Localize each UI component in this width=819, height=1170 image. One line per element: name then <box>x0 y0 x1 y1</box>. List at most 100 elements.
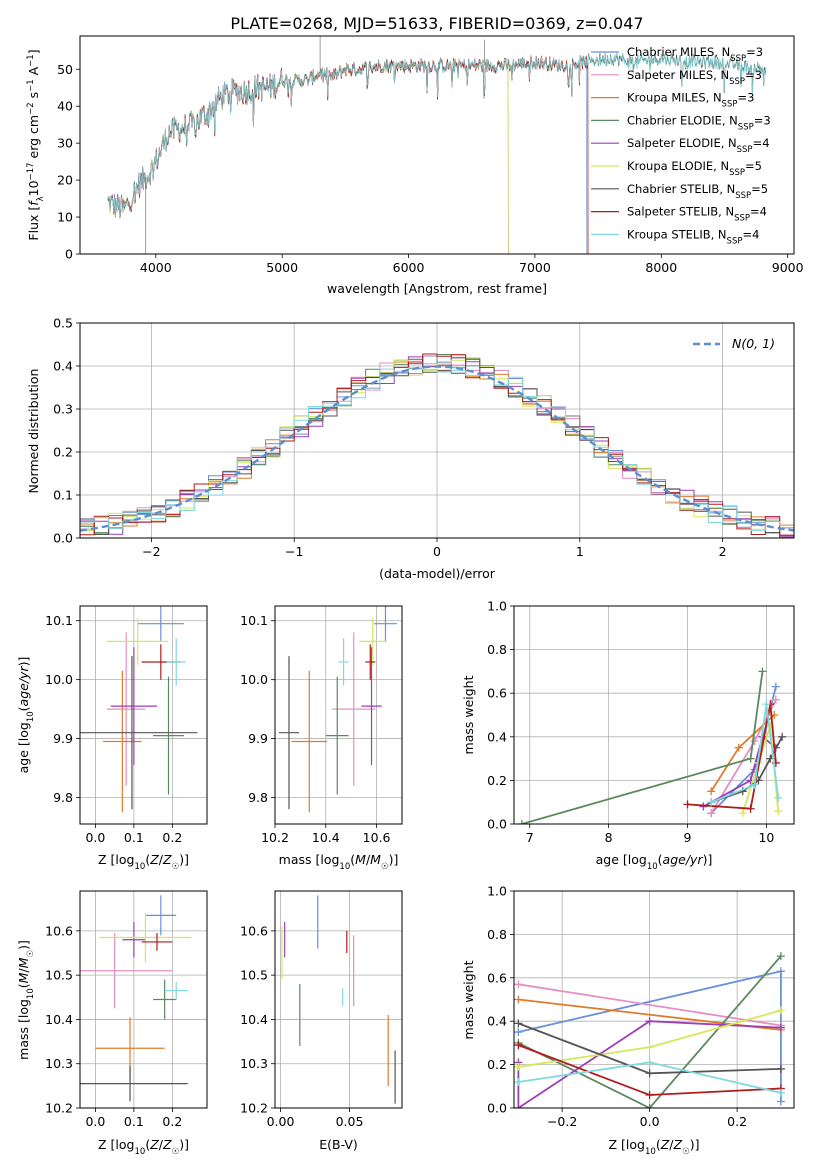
x-tick-label: 0.1 <box>124 830 144 845</box>
weight-marker <box>774 793 783 802</box>
spectrum-line <box>107 55 589 254</box>
y-tick-label: 0.5 <box>53 316 73 331</box>
legend-label: Salpeter MILES, NSSP=3 <box>627 68 762 87</box>
weight-marker <box>645 1017 654 1026</box>
legend: Chabrier MILES, NSSP=3 Salpeter MILES, NS… <box>591 45 771 246</box>
figure-title: PLATE=0268, MJD=51633, FIBERID=0369, z=0… <box>230 14 643 33</box>
x-tick-label: 7 <box>526 830 534 845</box>
axes-frame <box>274 890 403 1109</box>
weight-marker <box>517 820 526 824</box>
weight-marker <box>734 743 743 752</box>
y-tick-label: 10.5 <box>240 968 268 983</box>
weight-line <box>710 703 780 804</box>
weight-marker <box>514 1019 523 1028</box>
y-tick-label: 0.8 <box>487 642 507 657</box>
weight-marker <box>771 695 780 704</box>
x-tick-label: 8000 <box>645 260 677 275</box>
residual_histogram-panel: −2 −1 0 1 2 0.0 0.1 0.2 0.3 0.4 0.5 (data-model)/er… <box>26 316 795 581</box>
weight-marker <box>746 804 755 813</box>
spectrum-line <box>107 58 509 254</box>
legend-label: Kroupa ELODIE, NSSP=5 <box>627 159 762 178</box>
legend-label: Chabrier MILES, NSSP=3 <box>627 45 763 64</box>
x-axis-label: wavelength [Angstrom, rest frame] <box>327 281 547 296</box>
weight-marker <box>776 1023 785 1032</box>
x-tick-label: 10 <box>758 830 774 845</box>
axes-frame <box>274 605 403 825</box>
mass_vs_Z-panel: 0.0 0.1 0.2 10.2 10.3 10.4 10.5 10.6 Z [log10(Z/… <box>16 890 208 1157</box>
x-axis-label: E(B-V) <box>319 1137 358 1152</box>
x-tick-label: 7000 <box>519 260 551 275</box>
y-tick-label: 10.4 <box>240 1012 268 1027</box>
weight-marker <box>771 682 780 691</box>
x-tick-label: −1 <box>285 544 303 559</box>
mass_weight_vs_Z-panel: −0.2 0.0 0.2 0.0 0.2 0.4 0.6 0.8 1.0 Z [log10(Z/Z… <box>461 884 795 1157</box>
spectrum-panel: 4000 5000 6000 7000 8000 9000 0 10 20 30 40 50 wavel… <box>26 35 804 296</box>
x-tick-label: 5000 <box>266 260 298 275</box>
weight-marker <box>750 780 759 789</box>
y-tick-label: 10.5 <box>45 968 73 983</box>
x-tick-label: 2 <box>719 544 727 559</box>
y-tick-label: 10.6 <box>240 923 268 938</box>
x-tick-label: 0.2 <box>162 830 182 845</box>
plot-area <box>80 606 198 813</box>
x-tick-label: −2 <box>142 544 160 559</box>
y-tick-label: 1.0 <box>487 884 507 899</box>
x-tick-label: 10.6 <box>363 830 391 845</box>
weight-marker <box>707 798 716 807</box>
y-tick-label: 10.4 <box>45 1012 73 1027</box>
y-tick-label: 10 <box>57 210 73 225</box>
x-axis-label: age [log10(age/yr)] <box>596 852 713 872</box>
legend-label: N(0, 1) <box>732 336 775 351</box>
y-tick-label: 10.1 <box>45 613 73 628</box>
y-tick-label: 0.3 <box>53 402 73 417</box>
y-tick-label: 10.1 <box>240 613 268 628</box>
x-tick-label: 0.1 <box>124 1114 144 1129</box>
x-tick-label: 0.05 <box>336 1114 364 1129</box>
weight-line <box>687 703 777 810</box>
weight-marker <box>776 952 785 961</box>
weight-marker <box>645 1090 654 1099</box>
plot-area <box>281 895 396 1104</box>
y-tick-label: 0.4 <box>53 359 73 374</box>
weight-line <box>518 983 782 1027</box>
y-tick-label: 10.6 <box>45 923 73 938</box>
y-tick-label: 0.0 <box>487 817 507 832</box>
x-tick-label: 10.2 <box>261 830 289 845</box>
y-tick-label: 0.2 <box>53 445 73 460</box>
spectrum-line <box>107 54 589 254</box>
weight-marker <box>776 1064 785 1073</box>
x-tick-label: 9 <box>684 830 692 845</box>
x-tick-label: 0.2 <box>162 1114 182 1129</box>
y-tick-label: 0.2 <box>487 773 507 788</box>
y-tick-label: 10.3 <box>45 1056 73 1071</box>
x-tick-label: 9000 <box>772 260 804 275</box>
weight-marker <box>645 1104 654 1108</box>
x-axis-label: Z [log10(Z/Z☉)] <box>98 1137 189 1157</box>
y-tick-label: 0.4 <box>487 1014 507 1029</box>
plot-area <box>514 952 785 1108</box>
y-tick-label: 50 <box>57 62 73 77</box>
weight-marker <box>776 967 785 976</box>
weight-marker <box>776 1088 785 1097</box>
y-tick-label: 9.9 <box>248 731 268 746</box>
weight-marker <box>645 1043 654 1052</box>
x-tick-label: 8 <box>605 830 613 845</box>
y-axis-label: Flux [fλ10−17 erg cm−2 s−1 A−1] <box>26 49 46 240</box>
weight-marker <box>774 806 783 815</box>
x-axis-label: mass [log10(M/M☉)] <box>279 852 399 872</box>
weight-marker <box>514 1041 523 1050</box>
weight-marker <box>746 754 755 763</box>
legend-label: Salpeter STELIB, NSSP=4 <box>627 205 767 224</box>
x-axis-label: Z [log10(Z/Z☉)] <box>609 1137 700 1157</box>
y-tick-label: 10.3 <box>240 1056 268 1071</box>
normal-curve <box>80 365 794 532</box>
age_vs_mass-panel: 10.2 10.4 10.6 9.8 9.9 10.0 10.1 mass [log10(M/… <box>240 605 403 872</box>
legend-label: Chabrier ELODIE, NSSP=3 <box>627 113 771 132</box>
plot-area <box>517 667 787 824</box>
weight-marker <box>514 995 523 1004</box>
x-tick-label: 0.0 <box>85 830 105 845</box>
axes-frame <box>79 35 795 255</box>
y-tick-label: 9.9 <box>53 731 73 746</box>
weight-marker <box>707 809 716 818</box>
y-tick-label: 1.0 <box>487 599 507 614</box>
